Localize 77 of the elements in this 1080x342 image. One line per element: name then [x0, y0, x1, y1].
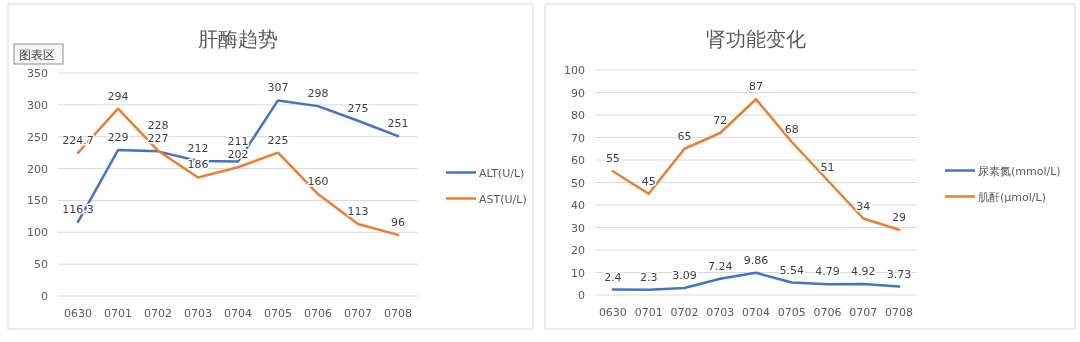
y-tick-label: 250 [27, 130, 48, 144]
legend-label: 肌酐(μmol/L) [978, 190, 1046, 204]
y-tick-label: 0 [41, 290, 48, 303]
data-label: 65 [677, 129, 692, 143]
legend-label: 尿素氮(mmol/L) [978, 164, 1061, 178]
x-tick-label: 0708 [885, 306, 914, 319]
y-tick-label: 70 [571, 131, 585, 145]
data-label: 4.92 [851, 264, 876, 278]
x-tick-label: 0630 [598, 306, 627, 319]
x-tick-label: 0701 [634, 306, 663, 319]
y-tick-label: 50 [571, 176, 585, 190]
x-tick-label: 0703 [706, 306, 735, 319]
data-label: 9.86 [743, 253, 769, 267]
data-label: 298 [307, 87, 329, 101]
data-label: 5.54 [779, 263, 805, 277]
x-tick-label: 0704 [224, 307, 252, 320]
data-label: 275 [347, 101, 369, 115]
data-label: 228 [147, 119, 169, 133]
data-label: 96 [391, 215, 405, 229]
x-tick-label: 0706 [304, 307, 332, 320]
y-tick-label: 50 [34, 258, 48, 272]
data-label: 186 [187, 158, 209, 172]
legend-label: ALT(U/L) [479, 166, 525, 180]
x-tick-label: 0705 [777, 306, 806, 319]
x-tick-label: 0706 [813, 306, 842, 319]
y-tick-label: 30 [571, 221, 585, 235]
data-label: 34 [856, 199, 871, 213]
data-label: 113 [347, 205, 369, 218]
data-label: 87 [749, 80, 763, 94]
data-label: 225 [267, 133, 289, 147]
data-label: 7.24 [707, 259, 733, 273]
x-tick-label: 0702 [144, 307, 172, 320]
data-label: 212 [187, 141, 209, 155]
x-tick-label: 0703 [184, 307, 212, 320]
y-tick-label: 150 [27, 194, 48, 208]
x-tick-label: 0702 [670, 306, 699, 319]
data-label: 160 [307, 175, 329, 189]
chart-area-tooltip: 图表区 [13, 43, 64, 65]
data-label: 51 [820, 161, 835, 175]
y-tick-label: 90 [571, 86, 585, 100]
y-tick-label: 200 [27, 162, 48, 176]
data-label: 55 [605, 152, 620, 166]
y-tick-label: 60 [571, 154, 585, 167]
x-tick-label: 0707 [849, 306, 878, 319]
y-tick-label: 80 [571, 109, 585, 122]
y-tick-label: 100 [564, 64, 585, 77]
data-label: 72 [713, 114, 728, 127]
y-tick-label: 0 [578, 289, 585, 302]
data-label: 45 [641, 174, 656, 188]
data-label: 227 [147, 132, 169, 146]
data-label: 3.09 [672, 269, 697, 283]
data-label: 3.73 [886, 267, 912, 281]
legend-label: AST(U/L) [479, 192, 527, 206]
data-label: 294 [107, 89, 129, 103]
data-label: 68 [784, 123, 799, 136]
y-tick-label: 10 [571, 266, 585, 280]
chart-title: 肝酶趋势 [198, 27, 278, 51]
y-tick-label: 40 [571, 199, 585, 212]
y-tick-label: 20 [571, 244, 585, 257]
data-label: 211 [227, 135, 249, 149]
data-label: 2.3 [639, 270, 658, 284]
y-tick-label: 350 [27, 67, 48, 80]
x-tick-label: 0708 [384, 307, 412, 320]
x-tick-label: 0701 [104, 307, 132, 320]
data-label: 4.79 [815, 265, 840, 279]
data-label: 307 [267, 81, 289, 95]
data-label: 251 [387, 117, 409, 131]
y-tick-label: 100 [27, 226, 48, 240]
x-tick-label: 0707 [344, 307, 372, 320]
data-label: 229 [107, 131, 129, 145]
x-tick-label: 0704 [742, 306, 770, 319]
chart-title: 肾功能变化 [706, 27, 806, 51]
y-tick-label: 300 [27, 98, 48, 112]
data-label: 2.4 [604, 270, 622, 284]
x-tick-label: 0630 [64, 307, 92, 320]
data-label: 29 [892, 210, 907, 224]
x-tick-label: 0705 [264, 307, 292, 320]
